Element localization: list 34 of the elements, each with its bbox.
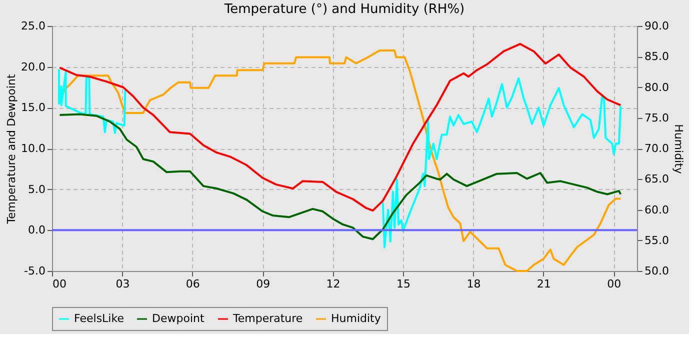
y2-tick-label: 75.0 — [644, 111, 669, 124]
x-tick-label: 09 — [256, 278, 270, 290]
legend-label: Humidity — [331, 312, 382, 325]
y-tick-label: 10.0 — [21, 142, 46, 155]
x-tick-label: 03 — [116, 278, 130, 290]
y2-tick-label: 80.0 — [644, 80, 669, 94]
y-tick-label: 25.0 — [21, 20, 46, 32]
x-tick-label: 00 — [52, 278, 66, 290]
legend-label: Dewpoint — [152, 312, 205, 325]
y2-tick-label: 85.0 — [644, 50, 669, 64]
line-series — [58, 42, 622, 212]
x-tick-label: 12 — [326, 278, 340, 290]
y2-axis-title: Humidity — [672, 124, 685, 174]
y-tick-label: -5.0 — [24, 264, 46, 278]
y-tick-label: 15.0 — [21, 101, 46, 114]
y-axis-title: Temperature and Dewpoint — [5, 73, 18, 225]
y2-tick-label: 70.0 — [644, 142, 669, 155]
y-tick-label: 5.0 — [28, 182, 46, 196]
y2-tick-label: 55.0 — [644, 234, 669, 247]
y-tick-label: 0.0 — [28, 224, 46, 237]
x-tick-label: 21 — [536, 278, 551, 290]
legend-label: Temperature — [232, 312, 303, 325]
line-series — [58, 113, 622, 240]
legend-label: FeelsLike — [74, 312, 124, 325]
y-tick-label: 20.0 — [21, 60, 46, 74]
x-tick-label: 00 — [607, 278, 622, 290]
x-tick-label: 15 — [396, 278, 410, 290]
y2-tick-label: 60.0 — [644, 203, 669, 216]
y2-tick-label: 50.0 — [644, 264, 669, 278]
x-tick-label: 06 — [186, 278, 200, 290]
x-tick-label: 18 — [466, 278, 481, 290]
y2-tick-label: 90.0 — [644, 20, 669, 32]
y2-tick-label: 65.0 — [644, 172, 669, 186]
chart-title: Temperature (°) and Humidity (RH%) — [223, 2, 465, 17]
